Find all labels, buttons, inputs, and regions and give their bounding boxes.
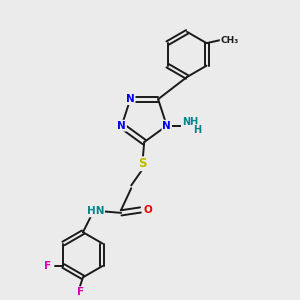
- Text: N: N: [117, 121, 126, 131]
- Text: F: F: [44, 261, 51, 271]
- Text: O: O: [144, 205, 152, 215]
- Text: N: N: [162, 121, 171, 131]
- Text: CH₃: CH₃: [220, 36, 239, 45]
- Text: S: S: [139, 157, 147, 170]
- Text: H: H: [193, 125, 201, 135]
- Text: HN: HN: [87, 206, 104, 216]
- Text: NH: NH: [182, 117, 198, 127]
- Text: F: F: [76, 287, 84, 297]
- Text: N: N: [126, 94, 135, 104]
